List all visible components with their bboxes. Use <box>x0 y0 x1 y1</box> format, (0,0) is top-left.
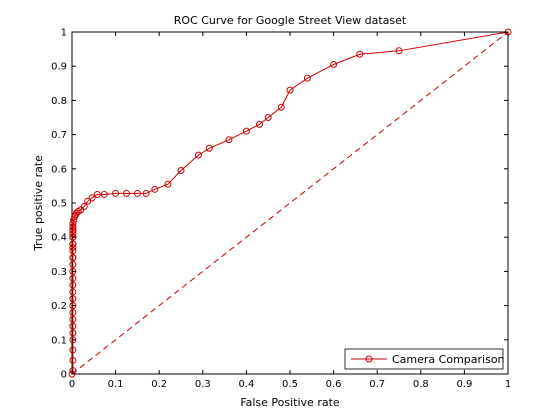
roc-point <box>69 356 77 364</box>
roc-point <box>69 322 77 330</box>
legend: Camera Comparison <box>344 348 505 370</box>
roc-point <box>69 240 77 248</box>
x-tick-label: 0.4 <box>238 379 254 390</box>
roc-point <box>356 50 364 58</box>
roc-point <box>69 261 77 269</box>
x-tick-label: 0.9 <box>456 379 472 390</box>
y-axis-label: True positive rate <box>32 155 45 252</box>
x-tick-label: 0.7 <box>369 379 385 390</box>
roc-point <box>264 114 272 121</box>
legend-entry: Camera Comparison <box>392 353 505 366</box>
roc-point <box>303 74 311 82</box>
roc-point <box>69 329 77 337</box>
roc-point <box>242 127 250 135</box>
diagonal-line <box>71 31 509 375</box>
y-tick-label: 0.9 <box>51 62 67 73</box>
legend-marker-swatch <box>365 355 373 363</box>
roc-point <box>69 295 77 303</box>
roc-point <box>69 226 77 234</box>
roc-point <box>69 247 77 255</box>
y-tick-label: 0.7 <box>51 130 67 141</box>
roc-point <box>69 243 77 251</box>
roc-point <box>72 209 80 217</box>
roc-point <box>88 194 96 202</box>
roc-point <box>84 197 92 205</box>
x-tick-label: 0.5 <box>282 379 298 390</box>
y-tick-label: 0.4 <box>51 233 67 244</box>
roc-point <box>177 167 185 175</box>
roc-point <box>100 190 108 198</box>
roc-line <box>71 31 509 375</box>
roc-point <box>133 189 141 197</box>
y-tick-label: 0.3 <box>51 267 67 278</box>
roc-series <box>68 28 512 378</box>
roc-point <box>330 60 338 68</box>
roc-point <box>69 346 77 354</box>
roc-point <box>277 103 285 111</box>
roc-point <box>194 151 202 159</box>
y-tick-label: 1 <box>61 28 67 39</box>
y-tick-label: 0.2 <box>51 301 67 312</box>
y-tick-label: 0.5 <box>51 199 67 210</box>
roc-point <box>123 189 130 197</box>
roc-point <box>164 180 172 188</box>
roc-point <box>142 189 150 197</box>
chart-title: ROC Curve for Google Street View dataset <box>174 14 407 27</box>
roc-point <box>93 190 101 198</box>
x-tick-label: 0.3 <box>195 379 211 390</box>
x-tick-label: 0.2 <box>151 379 167 390</box>
x-tick-label: 0.8 <box>413 379 429 390</box>
roc-point <box>69 308 77 316</box>
roc-point <box>69 274 77 282</box>
roc-point <box>112 189 120 197</box>
y-axis-ticks: 0 0.1 0.2 0.3 0.4 0.5 0.6 0.7 0.8 0.9 1 <box>51 28 508 381</box>
roc-point <box>80 202 88 210</box>
roc-point <box>225 136 233 144</box>
roc-point <box>69 254 77 262</box>
roc-point <box>205 144 213 152</box>
roc-point <box>395 47 403 55</box>
y-tick-label: 0.8 <box>51 96 67 107</box>
x-tick-label: 0 <box>69 379 75 390</box>
roc-point <box>286 86 294 94</box>
roc-point <box>69 288 77 296</box>
roc-point <box>69 220 77 228</box>
legend-box <box>344 348 504 370</box>
x-axis-ticks: 0 0.1 0.2 0.3 0.4 0.5 0.6 0.7 0.8 0.9 1 <box>69 32 511 390</box>
x-axis-label: False Positive rate <box>240 396 340 409</box>
diagonal-reference-line <box>71 31 509 375</box>
roc-point <box>69 315 77 323</box>
y-tick-label: 0.1 <box>51 335 67 346</box>
x-tick-label: 0.6 <box>326 379 342 390</box>
roc-point <box>69 223 77 231</box>
x-tick-label: 1 <box>505 379 511 390</box>
y-tick-label: 0.6 <box>51 164 67 175</box>
roc-point <box>255 120 263 128</box>
roc-point <box>151 185 159 193</box>
roc-point <box>69 281 77 289</box>
x-tick-label: 0.1 <box>108 379 124 390</box>
y-tick-label: 0 <box>61 370 67 381</box>
